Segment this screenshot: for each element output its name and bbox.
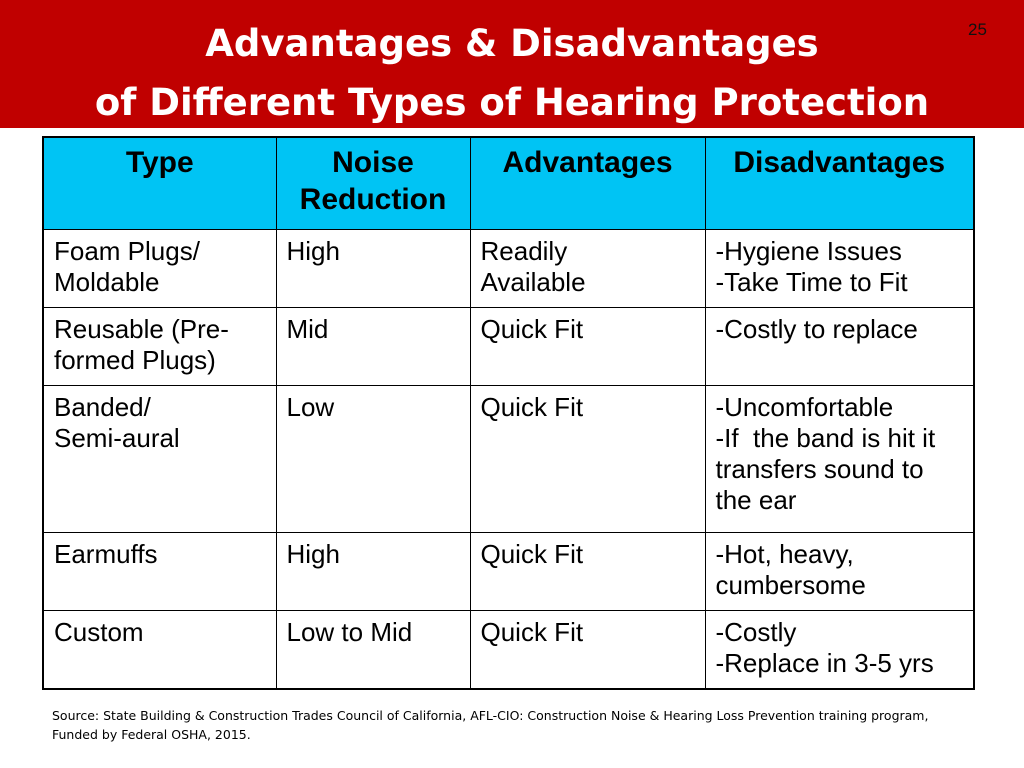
table-row: Reusable (Pre- formed Plugs) Mid Quick F… — [42, 306, 975, 386]
cell-advantages: Quick Fit — [469, 609, 706, 690]
cell-disadvantages: -Uncomfortable -If the band is hit it tr… — [704, 384, 975, 533]
hearing-protection-table: Type Noise Reduction Advantages Disadvan… — [42, 136, 975, 690]
slide-title: Advantages & Disadvantages of Different … — [0, 14, 1024, 132]
cell-noise-reduction: Low to Mid — [275, 609, 471, 690]
cell-disadvantages: -Costly to replace — [704, 306, 975, 386]
cell-type: Custom — [42, 609, 277, 690]
table-row: Custom Low to Mid Quick Fit -Costly -Rep… — [42, 609, 975, 690]
cell-advantages: Readily Available — [469, 228, 706, 308]
table-row: Banded/ Semi-aural Low Quick Fit -Uncomf… — [42, 384, 975, 533]
table-header-row: Type Noise Reduction Advantages Disadvan… — [42, 136, 975, 230]
cell-noise-reduction: Low — [275, 384, 471, 533]
slide-title-line-1: Advantages & Disadvantages — [205, 22, 819, 65]
cell-noise-reduction: High — [275, 228, 471, 308]
cell-advantages: Quick Fit — [469, 306, 706, 386]
header-advantages: Advantages — [469, 136, 706, 230]
cell-type: Banded/ Semi-aural — [42, 384, 277, 533]
source-line-2: Funded by Federal OSHA, 2015. — [52, 727, 251, 742]
cell-disadvantages: -Costly -Replace in 3-5 yrs — [704, 609, 975, 690]
cell-type: Earmuffs — [42, 531, 277, 611]
slide-number: 25 — [968, 20, 987, 39]
cell-advantages: Quick Fit — [469, 384, 706, 533]
header-type: Type — [42, 136, 277, 230]
slide-title-line-2: of Different Types of Hearing Protection — [94, 81, 930, 124]
cell-disadvantages: -Hot, heavy, cumbersome — [704, 531, 975, 611]
cell-noise-reduction: Mid — [275, 306, 471, 386]
header-noise-reduction: Noise Reduction — [275, 136, 471, 230]
table-row: Foam Plugs/ Moldable High Readily Availa… — [42, 228, 975, 308]
source-citation: Source: State Building & Construction Tr… — [52, 706, 992, 744]
cell-disadvantages: -Hygiene Issues -Take Time to Fit — [704, 228, 975, 308]
cell-noise-reduction: High — [275, 531, 471, 611]
cell-advantages: Quick Fit — [469, 531, 706, 611]
header-disadvantages: Disadvantages — [704, 136, 975, 230]
title-banner — [0, 0, 1024, 128]
source-line-1: Source: State Building & Construction Tr… — [52, 708, 929, 723]
cell-type: Foam Plugs/ Moldable — [42, 228, 277, 308]
cell-type: Reusable (Pre- formed Plugs) — [42, 306, 277, 386]
table-row: Earmuffs High Quick Fit -Hot, heavy, cum… — [42, 531, 975, 611]
